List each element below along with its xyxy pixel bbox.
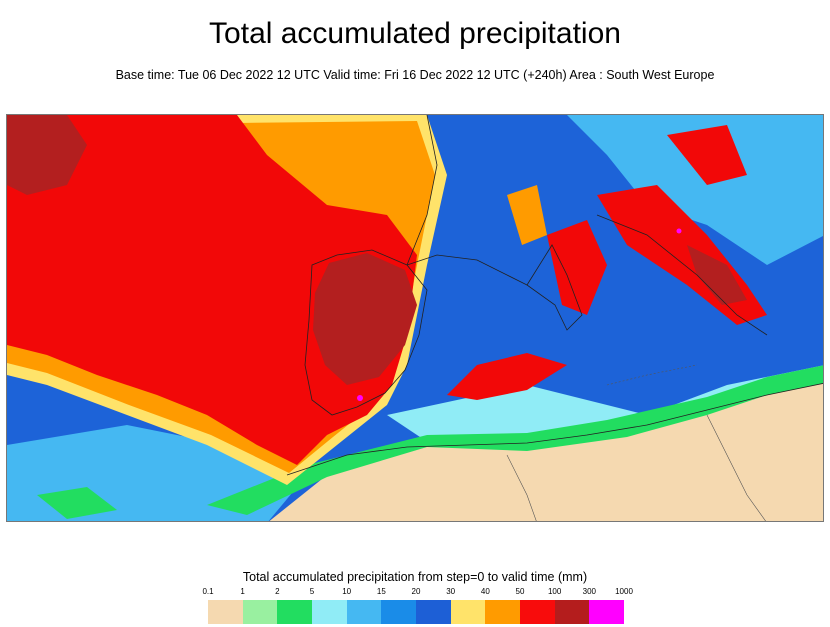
map-region-balkan-peak [676, 228, 682, 234]
map-border-africa [706, 414, 766, 521]
map-coastline-france-west [406, 115, 438, 266]
map-region-green-patch [37, 487, 117, 519]
legend-swatch [242, 600, 278, 624]
legend-title: Total accumulated precipitation from ste… [242, 570, 588, 584]
map-region-north-africa [269, 377, 823, 521]
legend-tick-label: 20 [411, 587, 421, 596]
legend-swatch [277, 600, 313, 624]
map-coastline-italy [526, 244, 583, 331]
legend-swatch [346, 600, 382, 624]
map-border-line [606, 364, 698, 386]
legend-tick-label: 10 [342, 587, 352, 596]
legend-tick-label: 5 [309, 587, 315, 596]
legend-swatch [381, 600, 417, 624]
map-canvas [7, 115, 823, 521]
map-region-iberia-core [313, 253, 417, 385]
map-region-alps-red [667, 125, 747, 185]
map-region-balkan-darkred [687, 245, 747, 305]
legend-ticks: 0.1 1 2 5 10 15 20 30 40 50 100 300 1000 [202, 587, 632, 599]
map-region-coastal-green [207, 365, 823, 515]
map-region-peak-magenta [357, 395, 363, 401]
legend-swatch [485, 600, 521, 624]
legend-tick-label: 30 [446, 587, 456, 596]
map-region-atlantic-heavy [7, 115, 417, 465]
chart-title: Total accumulated precipitation [209, 17, 621, 50]
legend-tick-label: 1000 [615, 587, 633, 596]
legend-swatch [554, 600, 590, 624]
legend-tick-label: 1 [240, 587, 245, 596]
legend-tick-label: 300 [582, 587, 597, 596]
map-region-italy-orange [507, 185, 547, 245]
map-coastline-north-africa [286, 383, 823, 476]
map-region-northwest-darkred [7, 115, 87, 195]
legend-tick-label: 15 [376, 587, 386, 596]
legend-swatch [416, 600, 451, 624]
map-coastline-adriatic [596, 214, 768, 336]
legend-swatch [312, 600, 347, 624]
map-region-italy-south-red [447, 353, 567, 400]
legend-swatch [450, 600, 486, 624]
map-border-africa-west [506, 454, 537, 521]
legend-tick-label: 2 [275, 587, 280, 596]
chart-subtitle: Base time: Tue 06 Dec 2022 12 UTC Valid … [115, 68, 715, 82]
legend-tick-label: 100 [547, 587, 562, 596]
precipitation-map [6, 114, 824, 522]
legend-swatch [520, 600, 555, 624]
legend-tick-label: 40 [480, 587, 490, 596]
legend-tick-label: 0.1 [202, 587, 214, 596]
legend-swatch [208, 600, 243, 624]
legend-tick-label: 50 [515, 587, 525, 596]
map-region-northeast-lightblue [567, 115, 823, 265]
map-coastline-iberia [304, 249, 428, 416]
legend-colorbar [208, 600, 625, 624]
map-coastline-france-south [406, 254, 528, 286]
legend-swatch [589, 600, 625, 624]
map-region-italy-red [547, 220, 607, 315]
